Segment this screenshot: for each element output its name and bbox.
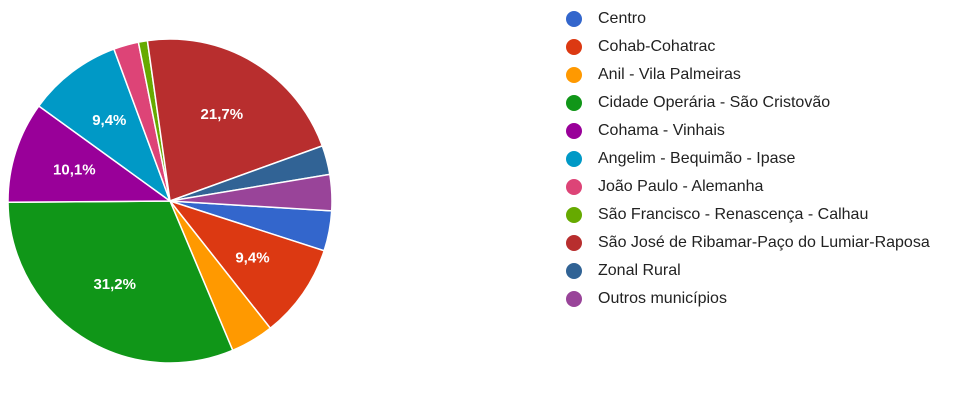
legend-swatch (566, 67, 582, 83)
legend-swatch (566, 11, 582, 27)
legend-entry: Zonal Rural (566, 258, 958, 284)
legend-label: Centro (598, 10, 647, 27)
legend-swatch (566, 235, 582, 251)
legend-swatch (566, 291, 582, 307)
legend-label: Anil - Vila Palmeiras (598, 66, 741, 83)
legend-entry: Angelim - Bequimão - Ipase (566, 146, 958, 172)
legend-label: Angelim - Bequimão - Ipase (598, 150, 796, 167)
legend-swatch (566, 207, 582, 223)
legend-entry: Cohab-Cohatrac (566, 34, 958, 60)
slice-label: 10,1% (53, 161, 96, 178)
legend-label: Cohab-Cohatrac (598, 38, 716, 55)
legend-swatch (566, 39, 582, 55)
pie-slice (37, 48, 172, 204)
legend-label: São José de Ribamar-Paço do Lumiar-Rapos… (598, 234, 930, 251)
legend-swatch (566, 179, 582, 195)
legend-label: João Paulo - Alemanha (598, 178, 764, 195)
pie-slice (167, 199, 326, 330)
slice-label: 31,2% (93, 276, 136, 293)
legend-swatch (566, 263, 582, 279)
legend-label: Cohama - Vinhais (598, 122, 725, 139)
legend-swatch (566, 123, 582, 139)
slice-label: 9,4% (92, 112, 126, 129)
pie-chart: 9,4% 31,2% 10,1% 9,4% 21,7% (7, 38, 333, 364)
pie-slice (7, 200, 234, 364)
legend-entry: São Francisco - Renascença - Calhau (566, 202, 958, 228)
legend: Centro Cohab-Cohatrac Anil - Vila Palmeira… (566, 6, 958, 314)
slice-label: 21,7% (201, 106, 244, 123)
legend-swatch (566, 151, 582, 167)
legend-entry: Centro (566, 6, 958, 32)
pie-slice (146, 38, 324, 203)
legend-label: Cidade Operária - São Cristovão (598, 94, 831, 111)
legend-entry: Anil - Vila Palmeiras (566, 62, 958, 88)
legend-label: São Francisco - Renascença - Calhau (598, 206, 869, 223)
legend-entry: Cohama - Vinhais (566, 118, 958, 144)
legend-label: Zonal Rural (598, 262, 681, 279)
legend-entry: Outros municípios (566, 286, 958, 312)
pie-slice (169, 173, 333, 212)
legend-entry: Cidade Operária - São Cristovão (566, 90, 958, 116)
legend-label: Outros municípios (598, 290, 727, 307)
legend-swatch (566, 95, 582, 111)
legend-entry: João Paulo - Alemanha (566, 174, 958, 200)
legend-entry: São José de Ribamar-Paço do Lumiar-Rapos… (566, 230, 958, 256)
pie-slice (7, 104, 173, 204)
slice-label: 9,4% (235, 249, 269, 266)
